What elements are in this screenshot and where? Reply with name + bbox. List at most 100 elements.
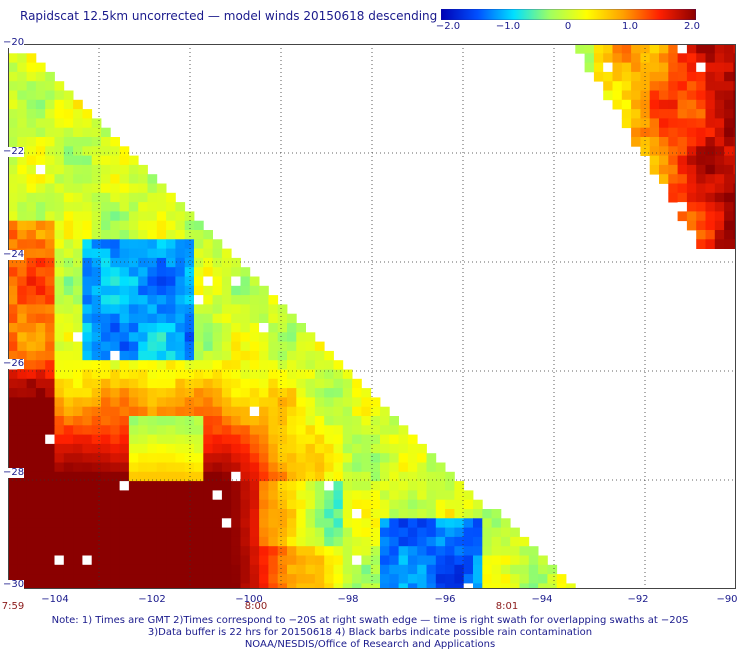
swath-cell	[714, 109, 725, 119]
swath-cell	[194, 304, 204, 315]
swath-cell	[724, 81, 734, 91]
swath-cell	[54, 416, 65, 426]
swath-cell	[621, 62, 632, 73]
swath-cell	[668, 192, 678, 203]
swath-cell	[73, 257, 83, 268]
swath-cell	[342, 388, 353, 398]
swath-cell	[175, 443, 186, 454]
swath-cell	[305, 462, 316, 473]
swath-cell	[603, 90, 613, 101]
swath-cell	[352, 453, 362, 463]
swath-cell	[35, 453, 46, 463]
swath-cell	[203, 406, 213, 417]
swath-cell	[138, 509, 148, 519]
swath-cell	[110, 509, 120, 519]
swath-cell	[324, 406, 334, 417]
swath-cell	[8, 276, 18, 287]
swath-cell	[696, 192, 706, 203]
swath-cell	[324, 425, 334, 435]
swath-cell	[314, 481, 325, 491]
swath-cell	[63, 564, 74, 575]
swath-cell	[445, 527, 455, 538]
swath-cell	[724, 239, 734, 249]
swath-cell	[119, 202, 130, 212]
swath-cell	[17, 90, 27, 101]
swath-cell	[342, 471, 353, 482]
swath-cell	[696, 53, 706, 63]
swath-cell	[82, 574, 93, 584]
swath-cell	[259, 434, 269, 445]
swath-cell	[370, 481, 381, 491]
swath-cell	[240, 453, 251, 463]
swath-cell	[184, 471, 195, 482]
swath-cell	[26, 155, 37, 166]
swath-cell	[45, 481, 55, 491]
swath-cell	[184, 341, 195, 352]
swath-cell	[342, 546, 353, 556]
swath-cell	[194, 360, 204, 370]
swath-cell	[82, 118, 93, 129]
swath-cell	[231, 509, 241, 519]
swath-cell	[8, 332, 18, 342]
swath-cell	[342, 434, 353, 445]
swath-cell	[361, 416, 372, 426]
swath-cell	[17, 350, 27, 361]
swath-cell	[45, 109, 55, 119]
swath-cell	[649, 118, 660, 129]
swath-cell	[231, 574, 241, 584]
swath-cell	[268, 416, 279, 426]
swath-cell	[138, 388, 148, 398]
swath-cell	[212, 564, 223, 575]
swath-cell	[194, 527, 204, 538]
swath-cell	[166, 564, 176, 575]
swath-cell	[724, 192, 734, 203]
swath-cell	[17, 211, 27, 222]
swath-cell	[212, 257, 223, 268]
swath-cell	[212, 518, 223, 528]
swath-cell	[342, 536, 353, 547]
swath-cell	[91, 248, 102, 259]
swath-cell	[277, 406, 288, 417]
swath-cell	[91, 276, 102, 287]
swath-cell	[73, 406, 83, 417]
swath-cell	[212, 248, 223, 259]
swath-cell	[361, 481, 372, 491]
swath-cell	[333, 397, 344, 408]
swath-cell	[417, 518, 427, 528]
swath-cell	[63, 378, 74, 389]
swath-cell	[26, 518, 37, 528]
swath-cell	[73, 230, 83, 240]
swath-cell	[296, 397, 306, 408]
swath-cell	[352, 518, 362, 528]
swath-cell	[361, 443, 372, 454]
swath-cell	[128, 583, 139, 589]
swath-cell	[724, 118, 734, 129]
swath-cell	[54, 360, 65, 370]
swath-cell	[473, 509, 483, 519]
swath-cell	[91, 192, 102, 203]
swath-cell	[510, 564, 520, 575]
swath-cell	[705, 239, 716, 249]
swath-cell	[426, 574, 437, 584]
swath-cell	[705, 90, 716, 101]
swath-cell	[398, 583, 409, 589]
swath-cell	[54, 527, 65, 538]
swath-cell	[128, 239, 139, 249]
swath-cell	[101, 192, 111, 203]
swath-cell	[277, 490, 288, 501]
swath-cell	[128, 183, 139, 194]
swath-cell	[221, 453, 232, 463]
swath-cell	[686, 137, 697, 147]
swath-cell	[101, 416, 111, 426]
swath-cell	[249, 350, 260, 361]
swath-cell	[184, 490, 195, 501]
swath-cell	[8, 462, 18, 473]
swath-cell	[324, 509, 334, 519]
swath-cell	[147, 257, 158, 268]
swath-cell	[733, 71, 736, 82]
swath-cell	[649, 155, 660, 166]
swath-cell	[398, 555, 409, 566]
swath-cell	[91, 369, 102, 380]
swath-cell	[184, 313, 195, 324]
swath-cell	[231, 267, 241, 277]
